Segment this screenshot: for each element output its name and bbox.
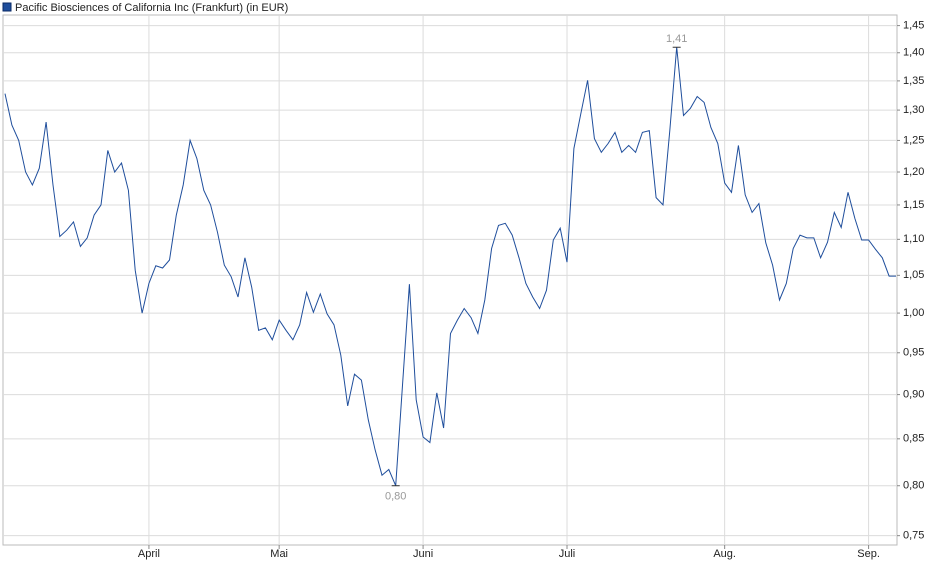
y-tick-label: 1,00 [903, 307, 924, 319]
y-tick-label: 1,20 [903, 166, 924, 178]
x-tick-label: Juli [559, 548, 576, 560]
annotation-label: 0,80 [385, 491, 406, 503]
x-tick-label: Juni [413, 548, 433, 560]
y-tick-label: 1,25 [903, 134, 924, 146]
y-tick-label: 1,15 [903, 199, 924, 211]
y-tick-label: 1,35 [903, 75, 924, 87]
y-tick-label: 0,90 [903, 389, 924, 401]
y-tick-label: 1,30 [903, 104, 924, 116]
y-tick-label: 1,40 [903, 47, 924, 59]
legend-swatch [2, 2, 12, 12]
y-tick-label: 0,85 [903, 433, 924, 445]
y-tick-label: 0,95 [903, 347, 924, 359]
y-tick-label: 0,80 [903, 480, 924, 492]
legend-label: Pacific Biosciences of California Inc (F… [15, 2, 288, 14]
x-tick-label: Mai [270, 548, 288, 560]
price-line [4, 47, 896, 486]
x-tick-label: April [138, 548, 160, 560]
y-tick-label: 1,45 [903, 20, 924, 32]
x-tick-label: Aug. [713, 548, 736, 560]
plot-frame [2, 14, 898, 546]
y-tick-label: 1,10 [903, 233, 924, 245]
y-tick-label: 1,05 [903, 269, 924, 281]
x-tick-label: Sep. [857, 548, 880, 560]
y-tick-label: 0,75 [903, 530, 924, 542]
annotation-label: 1,41 [666, 33, 687, 45]
